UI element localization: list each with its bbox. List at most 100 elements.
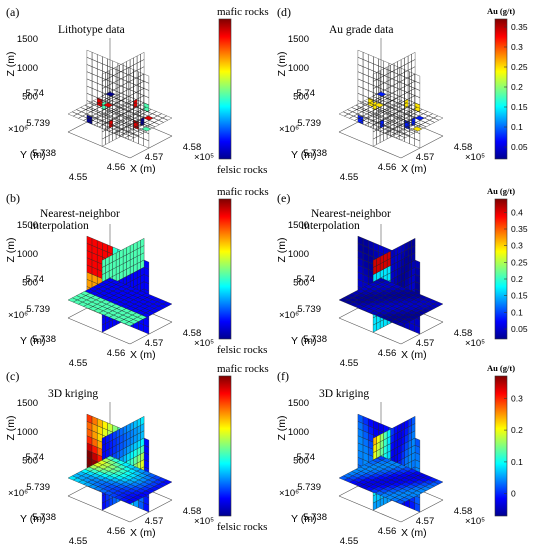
data-cell	[376, 91, 387, 97]
z-tick-label: 1500	[288, 34, 309, 45]
y-axis-label: Y (m)	[291, 149, 316, 161]
slice-plane-xy	[338, 455, 444, 505]
z-tick-label: 500	[293, 456, 309, 467]
data-cell	[97, 61, 103, 72]
y-tick-label: 5.74	[297, 274, 316, 285]
data-cell	[394, 131, 405, 136]
data-cell	[124, 321, 135, 327]
x-tick-label: 4.57	[145, 516, 164, 527]
data-cell	[382, 98, 393, 104]
z-tick-label: 1500	[17, 398, 38, 409]
colorbar: Au (g/t) 0.4 0.35 0.3 0.25 0.2 0.15 0.1 0.05	[487, 186, 528, 340]
data-cell	[411, 52, 416, 62]
data-cell	[71, 109, 82, 115]
data-cell	[352, 109, 363, 115]
colorbar: mafic rocks felsic rocks	[217, 186, 269, 356]
y-tick-label: 5.739	[26, 118, 50, 129]
data-cell	[86, 85, 93, 96]
data-cell	[129, 57, 134, 68]
data-cell	[136, 104, 141, 114]
data-cell	[97, 54, 103, 65]
slice-plane-xy	[338, 91, 444, 141]
data-cell	[133, 111, 144, 117]
data-cell	[433, 115, 444, 121]
data-cell	[136, 97, 141, 107]
y-axis-label: Y (m)	[20, 335, 45, 347]
data-cell	[128, 81, 134, 92]
data-cell	[364, 122, 375, 128]
z-axis-label: Z (m)	[276, 51, 288, 76]
axis-line	[129, 135, 173, 159]
data-cell	[143, 88, 150, 98]
data-cell	[91, 73, 98, 84]
x-axis-ticks: 4.55 4.56 4.57 4.58	[340, 328, 473, 369]
data-cell	[407, 53, 412, 64]
data-cell	[151, 111, 163, 117]
data-cell	[391, 117, 402, 123]
data-cell	[90, 109, 101, 115]
z-axis-label: Z (m)	[5, 415, 17, 440]
z-axis-ticks: 1500 1000 500	[288, 220, 309, 289]
z-axis-ticks: 1500 1000 500	[17, 220, 38, 289]
z-axis-ticks: 1500 1000 500	[288, 34, 309, 103]
data-cell	[105, 77, 110, 88]
axis-line	[400, 499, 444, 523]
x-tick-label: 4.55	[340, 358, 359, 369]
data-cell	[91, 52, 98, 62]
z-tick-label: 1500	[17, 34, 38, 45]
data-cell	[128, 133, 139, 138]
data-cell	[409, 136, 415, 147]
data-cell	[86, 64, 93, 75]
data-cell	[140, 59, 145, 69]
data-cell	[91, 59, 98, 70]
data-cell	[101, 136, 106, 147]
panel-title: 3D kriging	[319, 388, 369, 400]
data-cell	[383, 60, 390, 71]
data-cell	[105, 127, 110, 138]
axis-line	[400, 135, 444, 159]
data-cell	[422, 111, 434, 117]
colorbar-scale	[494, 375, 508, 517]
data-cell	[390, 133, 401, 139]
x-axis-ticks: 4.55 4.56 4.57 4.58	[340, 142, 473, 183]
panel-label: (c)	[6, 369, 19, 383]
data-cell	[429, 117, 440, 123]
data-cell	[414, 80, 421, 91]
data-cell	[115, 96, 126, 101]
x-tick-label: 4.57	[145, 152, 164, 163]
data-cell	[143, 73, 150, 84]
data-cell	[81, 109, 92, 115]
data-cell	[347, 111, 359, 117]
axis-line	[338, 131, 402, 159]
data-cell	[342, 109, 353, 115]
axis-line	[67, 495, 131, 523]
data-cell	[420, 122, 431, 127]
colorbar-tick-label: 0.3	[511, 393, 523, 403]
x-tick-label: 4.56	[378, 348, 397, 359]
y-multiplier: ×10⁶	[279, 310, 299, 321]
colorbar-tick-label: 0.3	[511, 42, 523, 52]
x-tick-label: 4.58	[183, 328, 202, 339]
data-cell	[97, 68, 103, 79]
data-cell	[140, 52, 145, 62]
data-cell	[386, 96, 397, 101]
x-axis-ticks: 4.55 4.56 4.57 4.58	[69, 328, 202, 369]
data-cell	[407, 68, 412, 78]
data-cell	[133, 55, 138, 66]
data-cell	[136, 68, 141, 78]
z-tick-label: 1000	[17, 427, 38, 438]
data-cell	[372, 122, 377, 133]
axis-line	[67, 131, 131, 159]
z-tick-label: 500	[22, 278, 38, 289]
panel-label: (f)	[277, 369, 289, 383]
data-cell	[407, 82, 412, 93]
colorbar: mafic rocks felsic rocks	[217, 363, 269, 533]
data-cell	[142, 111, 153, 117]
data-cell	[105, 135, 110, 145]
data-cell	[112, 67, 119, 78]
z-axis-label: Z (m)	[5, 51, 17, 76]
slice-plane-xy	[338, 277, 444, 327]
data-cell	[97, 75, 103, 86]
